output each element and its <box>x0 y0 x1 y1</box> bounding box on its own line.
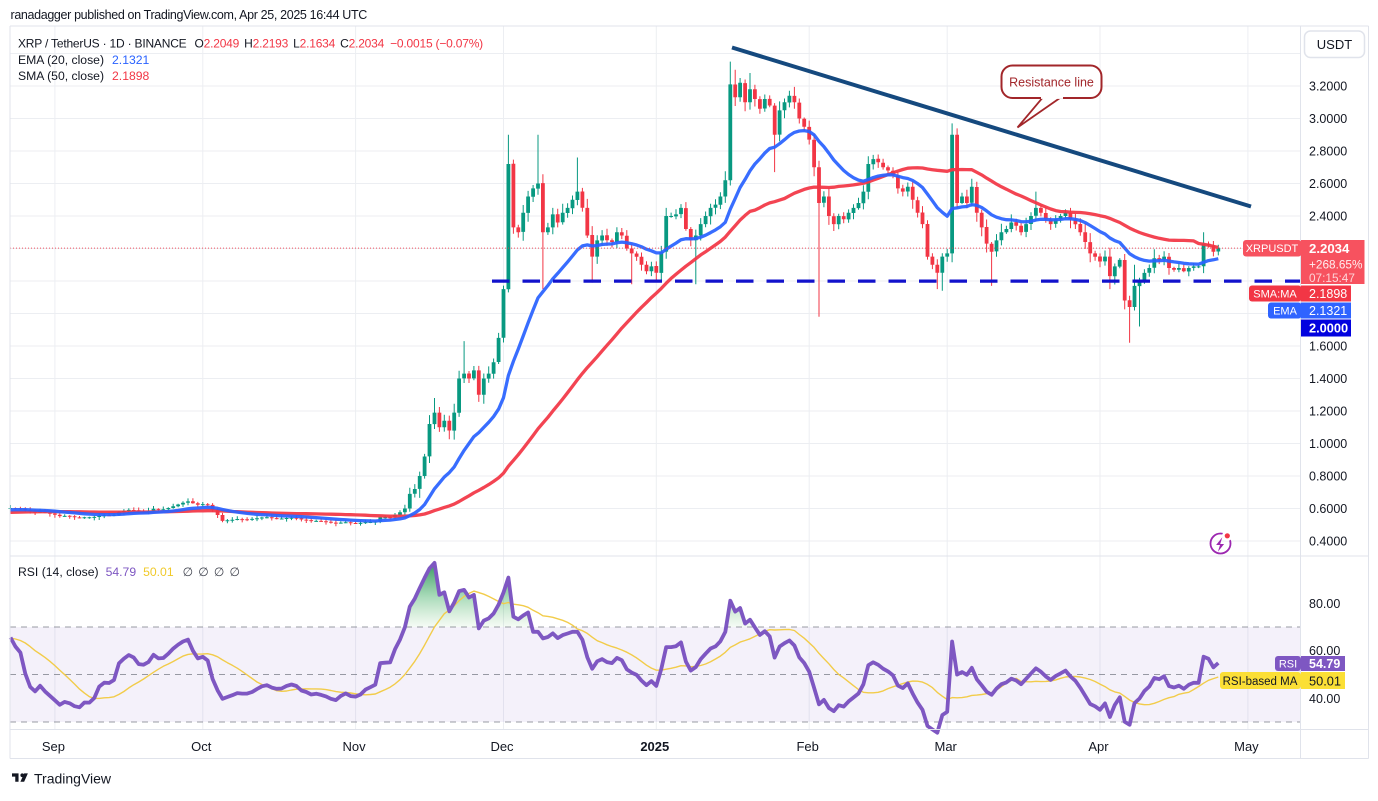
svg-text:1.6000: 1.6000 <box>1309 340 1347 354</box>
svg-text:3.2000: 3.2000 <box>1309 80 1347 94</box>
svg-text:2.2034: 2.2034 <box>1309 241 1350 256</box>
svg-text:TradingView: TradingView <box>34 771 112 787</box>
svg-text:2025: 2025 <box>640 739 669 754</box>
svg-text:54.79: 54.79 <box>1309 657 1340 671</box>
svg-text:1.2000: 1.2000 <box>1309 405 1347 419</box>
svg-text:SMA:MA: SMA:MA <box>1253 289 1297 301</box>
svg-text:2.8000: 2.8000 <box>1309 145 1347 159</box>
svg-text:RSI-based MA: RSI-based MA <box>1223 676 1298 688</box>
svg-text:0.4000: 0.4000 <box>1309 535 1347 549</box>
svg-text:2.4000: 2.4000 <box>1309 210 1347 224</box>
svg-text:May: May <box>1234 739 1259 754</box>
svg-text:Sep: Sep <box>42 739 65 754</box>
svg-text:SMA (50, close)2.1898: SMA (50, close) 2.1898 <box>18 69 150 83</box>
svg-text:Dec: Dec <box>490 739 514 754</box>
svg-text:60.00: 60.00 <box>1309 644 1340 658</box>
svg-text:Resistance line: Resistance line <box>1009 76 1094 90</box>
svg-text:+268.65%: +268.65% <box>1309 258 1363 272</box>
svg-text:USDT: USDT <box>1317 37 1352 52</box>
svg-text:3.0000: 3.0000 <box>1309 112 1347 126</box>
svg-text:1.0000: 1.0000 <box>1309 437 1347 451</box>
svg-text:EMA: EMA <box>1273 306 1298 318</box>
svg-text:2.0000: 2.0000 <box>1309 321 1348 336</box>
svg-text:0.8000: 0.8000 <box>1309 470 1347 484</box>
svg-text:50.01: 50.01 <box>1309 673 1341 688</box>
svg-text:Nov: Nov <box>343 739 367 754</box>
svg-text:EMA (20, close)2.1321: EMA (20, close) 2.1321 <box>18 53 150 67</box>
svg-text:40.00: 40.00 <box>1309 692 1340 706</box>
svg-text:1.4000: 1.4000 <box>1309 372 1347 386</box>
svg-text:2.1898: 2.1898 <box>1309 287 1347 301</box>
svg-text:2.1321: 2.1321 <box>1309 304 1347 318</box>
svg-text:0.6000: 0.6000 <box>1309 502 1347 516</box>
svg-text:ranadagger published on Tradin: ranadagger published on TradingView.com,… <box>11 8 368 22</box>
svg-text:80.00: 80.00 <box>1309 597 1340 611</box>
svg-text:Feb: Feb <box>796 739 818 754</box>
svg-text:07:15:47: 07:15:47 <box>1309 271 1355 285</box>
svg-text:Oct: Oct <box>191 739 212 754</box>
svg-text:2.6000: 2.6000 <box>1309 177 1347 191</box>
svg-text:RSI: RSI <box>1279 659 1297 671</box>
svg-text:XRPUSDT: XRPUSDT <box>1246 243 1299 255</box>
svg-text:Apr: Apr <box>1088 739 1109 754</box>
svg-text:Mar: Mar <box>935 739 958 754</box>
